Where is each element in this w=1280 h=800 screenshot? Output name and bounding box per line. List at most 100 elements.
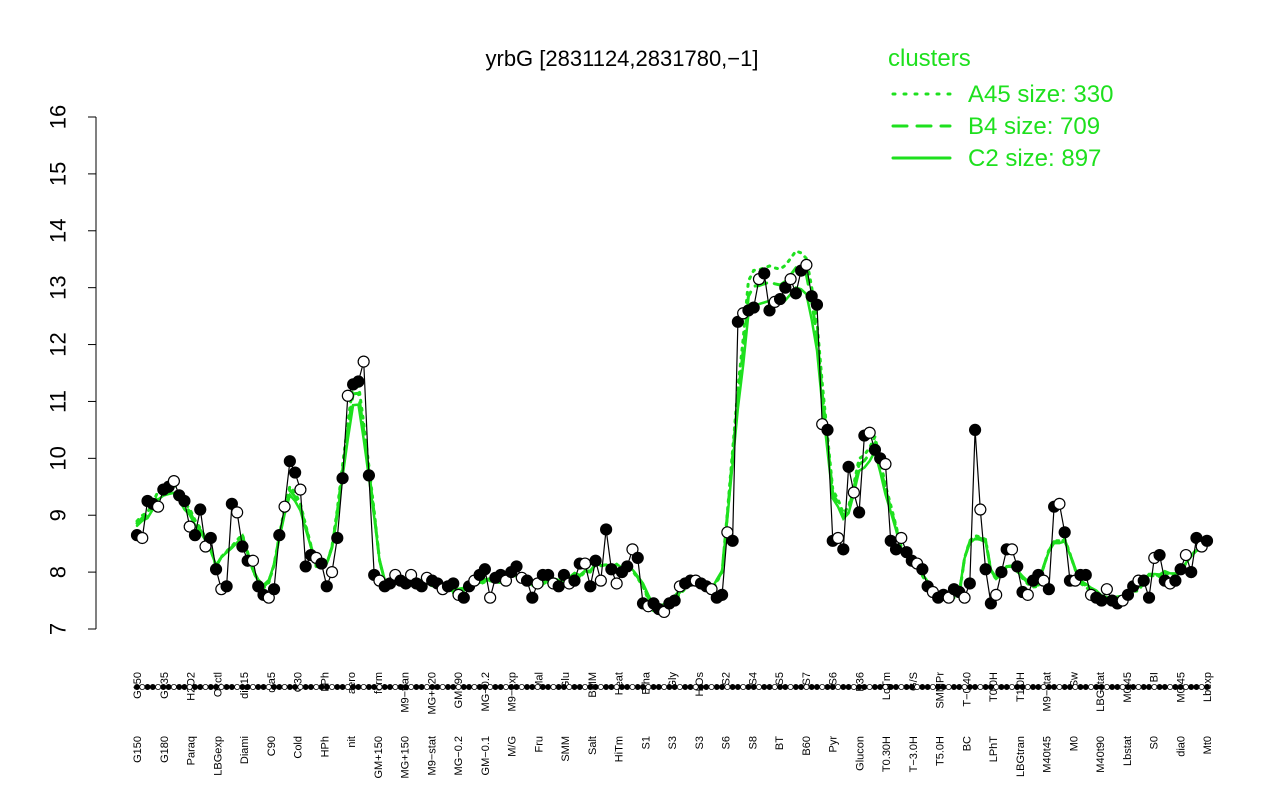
x-tick-marker <box>697 684 704 691</box>
x-tick-marker <box>908 684 915 691</box>
x-tick-marker <box>455 684 462 691</box>
x-tick-label: Pyr <box>828 736 840 753</box>
x-tick-label: nit <box>346 736 358 748</box>
x-tick-marker <box>450 684 457 691</box>
x-tick-marker <box>281 684 288 691</box>
x-tick-marker <box>708 684 715 691</box>
legend: clusters A45 size: 330 B4 size: 709 C2 size… <box>888 45 1113 172</box>
x-tick-marker <box>729 684 736 691</box>
x-tick-label: S8 <box>747 736 759 749</box>
data-point <box>1042 583 1055 596</box>
x-tick-label: S6 <box>828 672 840 685</box>
data-point <box>963 577 976 590</box>
cluster-lines <box>135 249 1209 613</box>
x-tick-marker <box>413 684 420 691</box>
x-tick-marker <box>202 684 209 691</box>
data-point <box>278 500 291 513</box>
x-tick-label: S6 <box>721 736 733 749</box>
x-tick-marker <box>771 684 778 691</box>
x-tick-marker <box>782 684 789 691</box>
data-point <box>831 531 845 545</box>
x-tick-marker <box>840 684 847 691</box>
data-point <box>289 466 302 479</box>
data-point <box>362 469 376 482</box>
data-point <box>668 594 681 607</box>
x-tick-marker <box>661 684 668 691</box>
x-tick-marker <box>629 684 636 691</box>
y-tick-label: 14 <box>46 219 71 243</box>
x-tick-marker <box>323 684 330 691</box>
data-point <box>895 531 908 545</box>
x-tick-marker <box>898 684 905 691</box>
data-point <box>1174 563 1187 576</box>
data-point <box>357 355 370 368</box>
data-point <box>294 483 307 496</box>
x-tick-label: Glucon <box>854 736 866 771</box>
x-tick-marker <box>1109 684 1116 691</box>
data-point <box>837 543 850 556</box>
x-tick-marker <box>244 684 251 691</box>
x-tick-marker <box>539 684 546 691</box>
x-tick-label: Mt0 <box>1202 736 1214 754</box>
x-tick-marker <box>903 684 910 691</box>
x-tick-marker <box>745 684 752 691</box>
x-tick-marker <box>998 684 1005 691</box>
expression-series <box>130 258 1214 619</box>
x-tick-label: Etha <box>640 671 652 695</box>
data-point <box>726 534 739 547</box>
data-point <box>209 563 223 576</box>
x-tick-marker <box>329 684 336 691</box>
x-tick-marker <box>803 684 810 691</box>
x-tick-label: MG+120 <box>426 672 438 715</box>
x-tick-label: M40t45 <box>1042 736 1054 773</box>
x-tick-label: LBGtran <box>1015 736 1027 777</box>
x-tick-marker <box>687 684 694 691</box>
data-point <box>484 591 497 604</box>
data-point <box>151 500 165 513</box>
x-tick-marker <box>1056 684 1063 691</box>
x-tick-marker <box>692 684 699 691</box>
data-point <box>336 472 349 485</box>
x-tick-marker <box>260 684 267 691</box>
x-tick-marker <box>276 684 283 691</box>
x-tick-marker <box>676 684 683 691</box>
x-tick-label: S3 <box>694 736 706 749</box>
x-tick-marker <box>249 684 256 691</box>
x-tick-marker <box>808 684 815 691</box>
x-tick-marker <box>761 684 768 691</box>
x-tick-label: SMMPr <box>935 672 947 709</box>
x-tick-marker <box>545 684 552 691</box>
x-tick-marker <box>181 684 188 691</box>
x-tick-marker <box>487 684 494 691</box>
x-tick-marker <box>1088 684 1095 691</box>
x-tick-marker <box>1198 684 1205 691</box>
x-tick-marker <box>350 684 357 691</box>
x-tick-label: G150 <box>132 736 144 763</box>
data-point <box>821 423 834 436</box>
x-tick-marker <box>133 684 140 691</box>
x-tick-marker <box>1167 684 1174 691</box>
x-tick-marker <box>1014 684 1021 691</box>
x-tick-marker <box>513 684 520 691</box>
data-point <box>1179 548 1193 562</box>
x-tick-marker <box>1019 684 1026 691</box>
x-tick-marker <box>945 684 952 691</box>
x-tick-marker <box>1114 684 1121 691</box>
x-tick-label: Diami <box>239 736 251 764</box>
x-tick-label: BI <box>1149 672 1161 682</box>
data-point <box>847 486 860 499</box>
x-tick-marker <box>993 684 1000 691</box>
x-tick-label: T−3.0H <box>908 736 920 772</box>
x-tick-label: GM−0.1 <box>480 736 492 775</box>
x-tick-marker <box>313 684 320 691</box>
x-tick-label: BMM <box>587 672 599 698</box>
y-axis: 7 8 9 10 11 12 13 14 15 16 <box>46 105 96 635</box>
data-point <box>1100 583 1113 596</box>
x-tick-marker <box>1119 684 1126 691</box>
data-point <box>457 591 470 604</box>
x-tick-marker <box>1061 684 1068 691</box>
y-tick-label: 13 <box>46 275 71 299</box>
x-tick-marker <box>423 684 430 691</box>
x-tick-marker <box>703 684 710 691</box>
x-tick-marker <box>534 684 541 691</box>
